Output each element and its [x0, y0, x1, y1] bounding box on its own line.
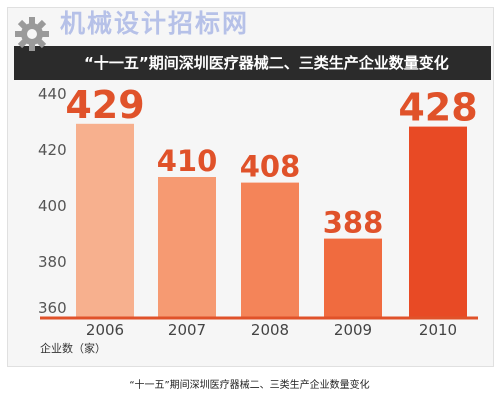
bar	[409, 126, 467, 317]
y-tick-label: 360	[38, 299, 67, 317]
data-label: 388	[323, 206, 384, 240]
chart-title: “十一五”期间深圳医疗器械二、三类生产企业数量变化	[84, 54, 449, 72]
data-label: 429	[65, 83, 144, 127]
watermark-text: 机械设计招标网	[60, 9, 250, 38]
y-tick-label: 440	[38, 85, 67, 103]
x-tick-label: 2006	[86, 321, 124, 339]
gear-icon	[15, 17, 49, 51]
y-tick-label: 400	[38, 197, 67, 215]
data-label: 410	[157, 144, 218, 178]
x-tick-label: 2010	[419, 321, 457, 339]
bar	[158, 177, 216, 317]
y-tick-label: 380	[38, 253, 67, 271]
data-label: 408	[240, 150, 301, 184]
bar	[76, 123, 134, 317]
y-axis-label: 企业数（家）	[40, 341, 106, 355]
bar	[241, 182, 299, 317]
bar	[324, 238, 382, 317]
x-tick-label: 2008	[251, 321, 289, 339]
data-label: 428	[398, 86, 477, 130]
x-tick-label: 2007	[168, 321, 206, 339]
y-tick-label: 420	[38, 141, 67, 159]
x-tick-label: 2009	[334, 321, 372, 339]
title-banner: “十一五”期间深圳医疗器械二、三类生产企业数量变化	[14, 46, 491, 80]
figure-caption: “十一五”期间深圳医疗器械二、三类生产企业数量变化	[129, 380, 370, 391]
